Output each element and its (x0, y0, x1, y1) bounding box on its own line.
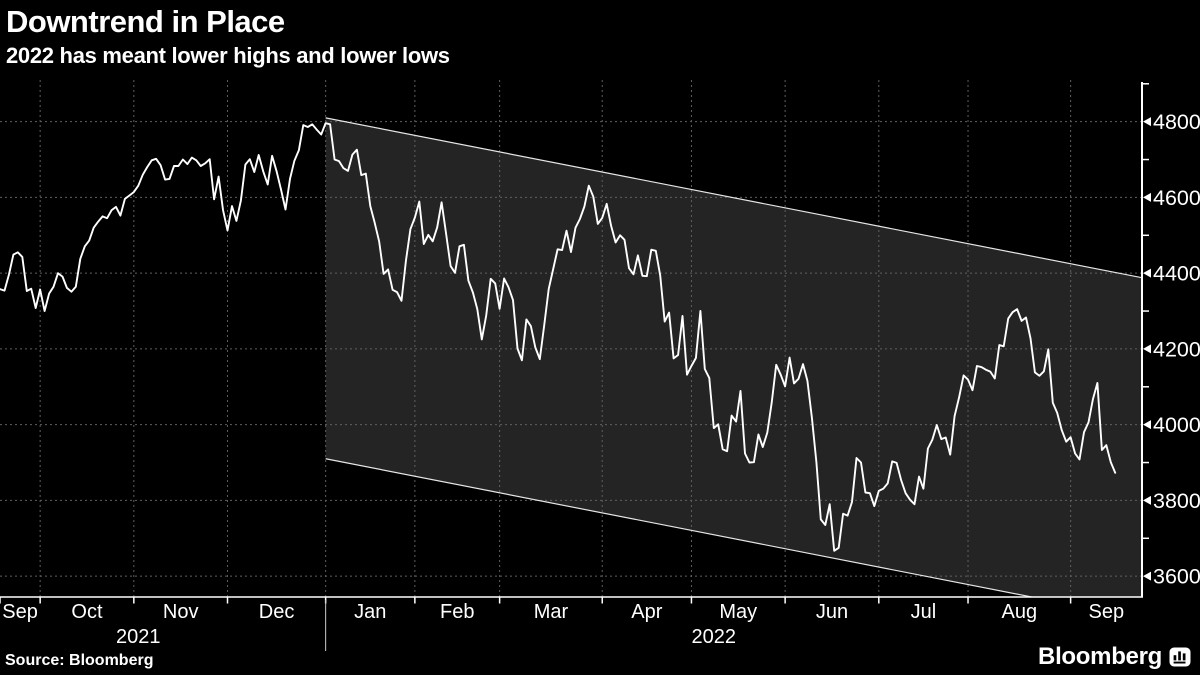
month-label: Feb (440, 601, 474, 623)
trend-channel (325, 117, 1142, 597)
month-label: Dec (259, 601, 295, 623)
month-label: Apr (631, 601, 662, 623)
source-note: Source: Bloomberg (5, 652, 154, 669)
chart-title: Downtrend in Place (6, 4, 285, 39)
month-label: Mar (534, 601, 569, 623)
month-label: Nov (163, 601, 199, 623)
month-label: May (719, 601, 757, 623)
svg-text:4000: 4000 (1153, 413, 1200, 437)
chart-header: Downtrend in Place 2022 has meant lower … (6, 2, 450, 69)
y-axis: 3600 3800 4000 4200 4400 4600 4800 (1142, 83, 1200, 589)
svg-text:4600: 4600 (1153, 186, 1200, 210)
month-label: Jul (911, 601, 937, 623)
svg-text:3600: 3600 (1153, 565, 1200, 589)
channel-lower-line (325, 458, 1035, 597)
year-label: 2021 (116, 626, 161, 648)
chart-subtitle: 2022 has meant lower highs and lower low… (6, 43, 450, 68)
bloomberg-logo: Bloomberg (1038, 643, 1191, 671)
gridlines (0, 80, 1142, 597)
month-label: Oct (71, 601, 103, 623)
svg-text:3800: 3800 (1153, 489, 1200, 513)
svg-text:4400: 4400 (1153, 262, 1200, 286)
month-label: Jun (816, 601, 848, 623)
axes (0, 82, 1143, 598)
month-label: Sep (2, 601, 38, 623)
month-label: Sep (1089, 601, 1125, 623)
channel-upper-line (325, 117, 1142, 279)
bloomberg-wordmark: Bloomberg (1038, 643, 1162, 670)
bloomberg-chart-icon (1169, 647, 1191, 667)
month-label: Jan (354, 601, 386, 623)
x-axis: Sep Oct Nov Dec Jan Feb Mar Apr May Jun Jul Aug Sep 2… (0, 597, 1124, 651)
price-line (0, 122, 1117, 552)
svg-text:4200: 4200 (1153, 337, 1200, 361)
year-label: 2022 (692, 626, 737, 648)
svg-text:4800: 4800 (1153, 110, 1200, 134)
month-label: Aug (1002, 601, 1038, 623)
